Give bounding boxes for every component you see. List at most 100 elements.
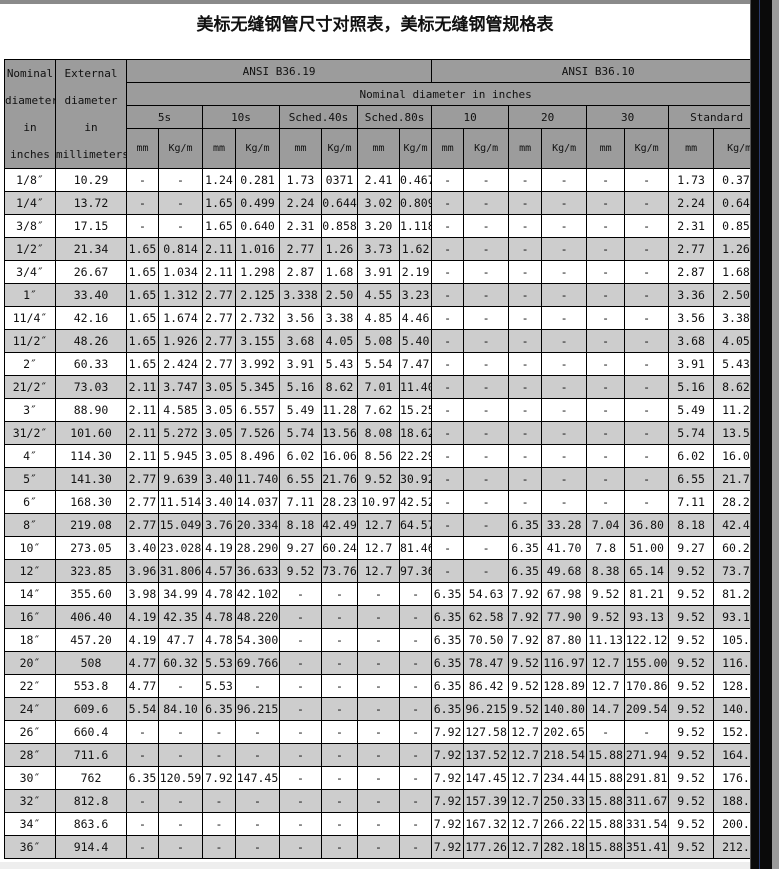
table-cell: 9.52 xyxy=(586,582,626,606)
table-cell: 8.08 xyxy=(357,421,400,445)
table-row: 18″ 457.20 4.19 47.7 4.78 54.300- - - -6.35 70.50… xyxy=(4,628,750,652)
table-cell: 1.65 xyxy=(126,283,159,307)
table-cell: 200.4 xyxy=(713,812,750,836)
table-row: 2″ 60.33 1.65 2.424 2.77 3.992 3.91 5.43 5.54 7.4… xyxy=(4,352,750,376)
table-cell: - xyxy=(202,835,236,859)
table-cell: 188.5 xyxy=(713,789,750,813)
table-cell: 3.155 xyxy=(235,329,280,353)
table-cell: 9.27 xyxy=(279,536,322,560)
table-cell: 176.5 xyxy=(713,766,750,790)
table-cell: - xyxy=(235,835,280,859)
table-cell: - xyxy=(463,168,510,192)
table-cell: - xyxy=(126,743,159,767)
table-cell: 3.91 xyxy=(357,260,400,284)
table-cell: 7.92 xyxy=(508,628,543,652)
table-cell: - xyxy=(508,260,543,284)
cell-nominal: 5″ xyxy=(4,467,56,491)
table-cell: 0.85 xyxy=(713,214,750,238)
table-cell: 7.92 xyxy=(508,605,543,629)
table-row: 3/4″ 26.67 1.65 1.034 2.11 1.298 2.87 1.68 3.91 2… xyxy=(4,260,750,284)
table-cell: - xyxy=(398,651,433,675)
cell-nominal: 30″ xyxy=(4,766,56,790)
cell-nominal: 31/2″ xyxy=(4,421,56,445)
table-cell: 2.24 xyxy=(279,191,322,215)
table-row: 11/2″ 48.26 1.65 1.926 2.77 3.155 3.68 4.05 5.08… xyxy=(4,329,750,353)
table-cell: 2.77 xyxy=(668,237,715,261)
table-cell: - xyxy=(586,237,626,261)
table-cell: - xyxy=(624,352,670,376)
table-row: 21/2″ 73.03 2.11 3.747 3.05 5.345 5.16 8.62 7.01… xyxy=(4,375,750,399)
table-cell: - xyxy=(357,697,400,721)
table-cell: 93.13 xyxy=(624,605,670,629)
table-cell: - xyxy=(431,306,465,330)
table-cell: - xyxy=(357,651,400,675)
table-cell: 73.76 xyxy=(321,559,358,583)
table-cell: 212.3 xyxy=(713,835,750,859)
header-group-3: Sched.80s xyxy=(356,105,433,129)
table-cell: - xyxy=(321,766,358,790)
header-group-7: Standard xyxy=(668,105,750,129)
table-cell: 3.38 xyxy=(713,306,750,330)
table-cell: - xyxy=(431,490,465,514)
pipe-size-table: Nominal diameter in inches External diam… xyxy=(4,59,750,859)
table-cell: - xyxy=(541,191,588,215)
table-cell: 4.77 xyxy=(126,674,159,698)
table-cell: 5.40 xyxy=(398,329,433,353)
table-cell: 7.92 xyxy=(508,582,543,606)
table-row: 1″ 33.40 1.65 1.312 2.77 2.125 3.338 2.50 4.55 3.… xyxy=(4,283,750,307)
table-cell: - xyxy=(431,444,465,468)
header-text: millimeters xyxy=(56,148,127,161)
table-cell: 5.43 xyxy=(713,352,750,376)
scrollbar-track[interactable] xyxy=(750,0,773,869)
table-cell: 6.35 xyxy=(431,674,465,698)
table-cell: 291.81 xyxy=(624,766,670,790)
table-cell: - xyxy=(586,490,626,514)
table-cell: 9.52 xyxy=(668,674,715,698)
table-cell: - xyxy=(586,421,626,445)
table-cell: - xyxy=(126,812,159,836)
table-cell: 6.35 xyxy=(202,697,236,721)
table-cell: 4.57 xyxy=(202,559,236,583)
table-cell: - xyxy=(508,421,543,445)
table-cell: 14.7 xyxy=(586,697,626,721)
table-cell: 9.27 xyxy=(668,536,715,560)
table-row: 31/2″ 101.60 2.11 5.272 3.05 7.526 5.74 13.56 8.… xyxy=(4,421,750,445)
table-row: 1/8″ 10.29- -1.24 0.281 1.73 0371 2.41 0.467- - -… xyxy=(4,168,750,192)
cell-external: 88.90 xyxy=(55,398,127,422)
table-cell: 234.44 xyxy=(541,766,588,790)
header-unit: mm xyxy=(357,128,400,169)
table-cell: - xyxy=(321,812,358,836)
table-cell: - xyxy=(321,674,358,698)
table-cell: 140.80 xyxy=(541,697,588,721)
table-cell: 73.7 xyxy=(713,559,750,583)
cell-external: 48.26 xyxy=(55,329,127,353)
table-cell: 3.68 xyxy=(279,329,322,353)
table-cell: 78.47 xyxy=(463,651,510,675)
table-cell: 6.35 xyxy=(431,651,465,675)
header-unit: Kg/m xyxy=(713,128,750,169)
table-cell: - xyxy=(398,582,433,606)
table-cell: - xyxy=(431,467,465,491)
table-cell: 5.53 xyxy=(202,651,236,675)
table-cell: - xyxy=(158,214,203,238)
table-cell: 7.92 xyxy=(202,766,236,790)
table-cell: 128.89 xyxy=(541,674,588,698)
table-cell: 9.52 xyxy=(279,559,322,583)
table-row: 6″ 168.30 2.77 11.514 3.40 14.037 7.11 28.23 10.… xyxy=(4,490,750,514)
table-cell: - xyxy=(541,467,588,491)
table-cell: - xyxy=(158,191,203,215)
table-cell: - xyxy=(624,191,670,215)
cell-external: 168.30 xyxy=(55,490,127,514)
cell-nominal: 10″ xyxy=(4,536,56,560)
table-cell: 10.97 xyxy=(357,490,400,514)
table-cell: - xyxy=(158,743,203,767)
table-cell: - xyxy=(321,628,358,652)
table-cell: - xyxy=(202,743,236,767)
cell-nominal: 26″ xyxy=(4,720,56,744)
table-cell: 1.24 xyxy=(202,168,236,192)
page-title: 美标无缝钢管尺寸对照表，美标无缝钢管规格表 xyxy=(196,15,554,35)
table-cell: - xyxy=(398,697,433,721)
table-cell: - xyxy=(624,720,670,744)
table-row: 28″ 711.6- - - - - - - -7.92 137.52 12.7 218.54 15.8… xyxy=(4,743,750,767)
table-cell: 1.312 xyxy=(158,283,203,307)
